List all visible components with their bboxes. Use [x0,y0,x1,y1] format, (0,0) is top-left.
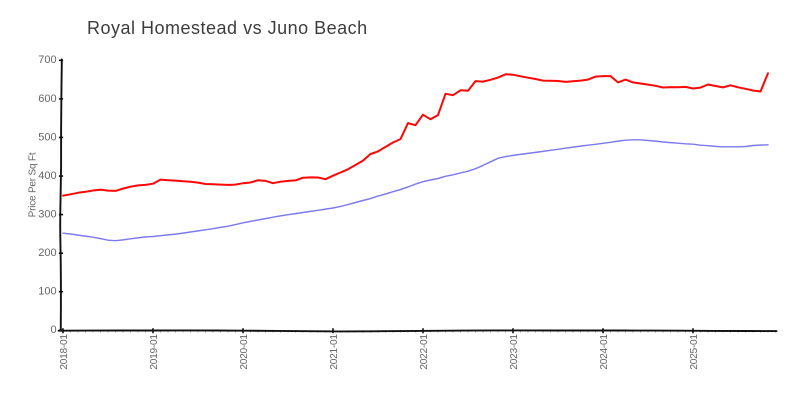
svg-text:2024-01: 2024-01 [599,334,610,370]
svg-text:600: 600 [38,93,56,105]
svg-text:2023-01: 2023-01 [509,334,520,370]
svg-text:0: 0 [50,324,56,336]
svg-text:2020-01: 2020-01 [239,334,250,370]
svg-text:Royal Homestead vs Juno Beach: Royal Homestead vs Juno Beach [87,18,368,38]
svg-text:200: 200 [38,247,56,259]
svg-text:2019-01: 2019-01 [149,334,160,370]
svg-text:100: 100 [38,286,56,298]
svg-text:2025-01: 2025-01 [689,334,700,370]
svg-text:700: 700 [38,54,56,66]
svg-text:Price Per Sq Ft: Price Per Sq Ft [28,152,39,217]
svg-text:500: 500 [38,131,56,143]
svg-text:2022-01: 2022-01 [419,334,430,370]
svg-text:300: 300 [38,209,56,221]
svg-text:2018-01: 2018-01 [59,334,70,370]
svg-text:2021-01: 2021-01 [329,334,340,370]
svg-text:400: 400 [38,170,56,182]
